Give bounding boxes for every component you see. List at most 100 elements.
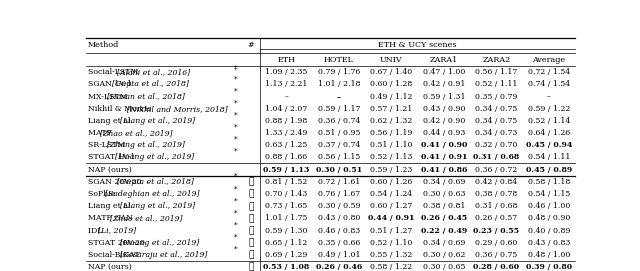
- Text: [Huang et al., 2019]: [Huang et al., 2019]: [115, 153, 194, 161]
- Text: 0.45 / 0.89: 0.45 / 0.89: [525, 166, 572, 174]
- Text: [Zhang et al., 2019]: [Zhang et al., 2019]: [108, 141, 186, 149]
- Text: 0.56 / 1.15: 0.56 / 1.15: [317, 153, 360, 161]
- Text: UNIV: UNIV: [380, 56, 403, 63]
- Text: 0.54 / 1.11: 0.54 / 1.11: [527, 153, 570, 161]
- Text: SGAN 20V-20: SGAN 20V-20: [88, 178, 144, 186]
- Text: 0.26 / 0.57: 0.26 / 0.57: [476, 214, 517, 222]
- Text: 0.58 / 1.22: 0.58 / 1.22: [371, 263, 412, 271]
- Text: 0.34 / 0.69: 0.34 / 0.69: [422, 239, 465, 247]
- Text: 0.48 / 1.00: 0.48 / 1.00: [527, 251, 570, 259]
- Text: IDL: IDL: [88, 227, 105, 234]
- Text: 0.52 / 1.14: 0.52 / 1.14: [527, 117, 570, 125]
- Text: SGAN 1V-1: SGAN 1V-1: [88, 80, 134, 88]
- Text: 0.35 / 0.66: 0.35 / 0.66: [317, 239, 360, 247]
- Text: 0.26 / 0.45: 0.26 / 0.45: [420, 214, 467, 222]
- Text: 0.59 / 1.31: 0.59 / 1.31: [422, 93, 465, 101]
- Text: 0.67 / 1.40: 0.67 / 1.40: [370, 68, 412, 76]
- Text: 0.34 / 0.69: 0.34 / 0.69: [422, 178, 465, 186]
- Text: [Nikhil and Morris, 2018]: [Nikhil and Morris, 2018]: [127, 105, 228, 113]
- Text: *: *: [234, 136, 238, 144]
- Text: 0.51 / 1.10: 0.51 / 1.10: [370, 141, 413, 149]
- Text: 0.46 / 0.83: 0.46 / 0.83: [317, 227, 360, 234]
- Text: 0.41 / 0.86: 0.41 / 0.86: [420, 166, 467, 174]
- Text: *: *: [234, 197, 238, 205]
- Text: STGAT 1V-1: STGAT 1V-1: [88, 153, 138, 161]
- Text: 0.41 / 0.90: 0.41 / 0.90: [420, 141, 467, 149]
- Text: 0.76 / 1.67: 0.76 / 1.67: [317, 190, 360, 198]
- Text: 0.36 / 0.72: 0.36 / 0.72: [475, 166, 517, 174]
- Text: ✓: ✓: [248, 214, 253, 223]
- Text: *: *: [234, 88, 238, 96]
- Text: 0.57 / 1.21: 0.57 / 1.21: [370, 105, 412, 113]
- Text: [Gupta et al., 2018]: [Gupta et al., 2018]: [117, 178, 194, 186]
- Text: 0.59 / 1.23: 0.59 / 1.23: [370, 166, 413, 174]
- Text: 0.69 / 1.29: 0.69 / 1.29: [265, 251, 308, 259]
- Text: 0.49 / 1.12: 0.49 / 1.12: [370, 93, 413, 101]
- Text: 0.29 / 0.60: 0.29 / 0.60: [475, 239, 518, 247]
- Text: 1.09 / 2.35: 1.09 / 2.35: [265, 68, 308, 76]
- Text: SR-LSTM: SR-LSTM: [88, 141, 128, 149]
- Text: 0.45 / 0.94: 0.45 / 0.94: [525, 141, 572, 149]
- Text: 0.81 / 1.52: 0.81 / 1.52: [265, 178, 307, 186]
- Text: *: *: [234, 246, 238, 254]
- Text: 0.48 / 0.90: 0.48 / 0.90: [527, 214, 570, 222]
- Text: 0.35 / 0.79: 0.35 / 0.79: [475, 93, 518, 101]
- Text: 0.46 / 1.00: 0.46 / 1.00: [527, 202, 570, 210]
- Text: 0.59 / 1.17: 0.59 / 1.17: [317, 105, 360, 113]
- Text: [Alahi et al., 2016]: [Alahi et al., 2016]: [117, 68, 190, 76]
- Text: 0.42 / 0.90: 0.42 / 0.90: [422, 117, 465, 125]
- Text: [Kosaraju et al., 2019]: [Kosaraju et al., 2019]: [120, 251, 207, 259]
- Text: 1.01 / 1.75: 1.01 / 1.75: [265, 214, 308, 222]
- Text: 0.60 / 1.26: 0.60 / 1.26: [370, 178, 412, 186]
- Text: 0.88 / 1.66: 0.88 / 1.66: [265, 153, 307, 161]
- Text: NAP (ours): NAP (ours): [88, 166, 132, 174]
- Text: 0.58 / 1.18: 0.58 / 1.18: [527, 178, 570, 186]
- Text: ETH & UCY scenes: ETH & UCY scenes: [378, 41, 457, 49]
- Text: 0.22 / 0.49: 0.22 / 0.49: [420, 227, 467, 234]
- Text: 0.59 / 1.13: 0.59 / 1.13: [263, 166, 310, 174]
- Text: Average: Average: [532, 56, 565, 63]
- Text: 0.31 / 0.68: 0.31 / 0.68: [475, 202, 518, 210]
- Text: *: *: [234, 75, 238, 83]
- Text: 0.34 / 0.75: 0.34 / 0.75: [475, 105, 517, 113]
- Text: –: –: [284, 93, 288, 101]
- Text: 0.30 / 0.63: 0.30 / 0.63: [422, 190, 465, 198]
- Text: *: *: [234, 124, 238, 132]
- Text: NAP (ours): NAP (ours): [88, 263, 132, 271]
- Text: 0.62 / 1.32: 0.62 / 1.32: [370, 117, 412, 125]
- Text: 0.56 / 1.19: 0.56 / 1.19: [370, 129, 413, 137]
- Text: 0.59 / 1.30: 0.59 / 1.30: [265, 227, 308, 234]
- Text: *: *: [234, 148, 238, 156]
- Text: ETH: ETH: [277, 56, 295, 63]
- Text: 0.44 / 0.91: 0.44 / 0.91: [368, 214, 415, 222]
- Text: ✓: ✓: [248, 250, 253, 259]
- Text: –: –: [547, 93, 550, 101]
- Text: 0.51 / 1.27: 0.51 / 1.27: [370, 227, 412, 234]
- Text: 0.56 / 1.17: 0.56 / 1.17: [475, 68, 517, 76]
- Text: 0.52 / 1.10: 0.52 / 1.10: [370, 239, 413, 247]
- Text: 0.43 / 0.90: 0.43 / 0.90: [422, 105, 465, 113]
- Text: *: *: [234, 112, 238, 120]
- Text: 0.72 / 1.61: 0.72 / 1.61: [317, 178, 360, 186]
- Text: ✓: ✓: [248, 190, 253, 199]
- Text: 0.30 / 0.62: 0.30 / 0.62: [422, 251, 465, 259]
- Text: 1.01 / 2.18: 1.01 / 2.18: [317, 80, 360, 88]
- Text: Social-LSTM: Social-LSTM: [88, 68, 141, 76]
- Text: [Huang et al., 2019]: [Huang et al., 2019]: [120, 239, 199, 247]
- Text: 0.30 / 0.65: 0.30 / 0.65: [422, 263, 465, 271]
- Text: 0.54 / 1.15: 0.54 / 1.15: [527, 190, 570, 198]
- Text: 0.55 / 1.32: 0.55 / 1.32: [370, 251, 412, 259]
- Text: 0.43 / 0.83: 0.43 / 0.83: [527, 239, 570, 247]
- Text: 0.53 / 1.08: 0.53 / 1.08: [263, 263, 310, 271]
- Text: 0.59 / 1.22: 0.59 / 1.22: [527, 105, 570, 113]
- Text: 1.13 / 2.21: 1.13 / 2.21: [265, 80, 308, 88]
- Text: 0.74 / 1.54: 0.74 / 1.54: [528, 80, 570, 88]
- Text: 0.79 / 1.76: 0.79 / 1.76: [317, 68, 360, 76]
- Text: 0.30 / 0.59: 0.30 / 0.59: [317, 202, 360, 210]
- Text: [Zhao et al., 2019]: [Zhao et al., 2019]: [110, 214, 182, 222]
- Text: 0.40 / 0.89: 0.40 / 0.89: [527, 227, 570, 234]
- Text: [Gupta et al., 2018]: [Gupta et al., 2018]: [113, 80, 189, 88]
- Text: 0.52 / 1.13: 0.52 / 1.13: [370, 153, 413, 161]
- Text: 0.26 / 0.46: 0.26 / 0.46: [316, 263, 362, 271]
- Text: 0.51 / 0.95: 0.51 / 0.95: [317, 129, 360, 137]
